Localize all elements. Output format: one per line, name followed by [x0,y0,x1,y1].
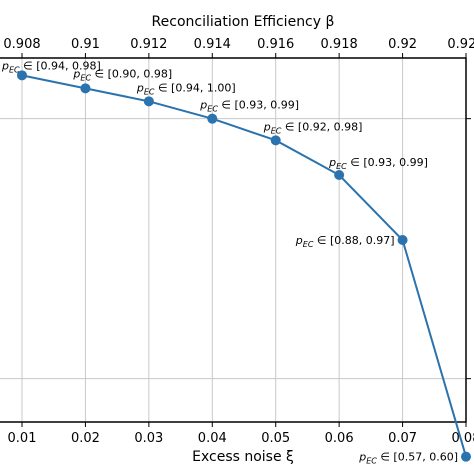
top-tick-label: 0.922 [447,37,474,52]
bottom-tick-label: 0.08 [452,431,474,446]
grid [0,58,467,422]
bottom-tick-label: 0.06 [325,431,354,446]
data-point [207,113,218,124]
top-tick-label: 0.916 [257,37,294,52]
annotation-label: pEC ∈ [0.94, 0.98] [1,59,101,74]
bottom-tick-label: 0.02 [71,431,100,446]
series-line [21,74,467,457]
top-tick-label: 0.92 [388,37,417,52]
top-tick-label: 0.912 [130,37,167,52]
bottom-tick-label: 0.07 [388,431,417,446]
plot-frame [0,57,467,423]
top-tick-label: 0.91 [71,37,100,52]
data-point [461,451,471,462]
bottom-tick-label: 0.04 [198,431,227,446]
annotation-label: pEC ∈ [0.93, 0.99] [199,99,299,114]
bottom-tick-label: 0.05 [261,431,290,446]
annotation-label: pEC ∈ [0.88, 0.97] [295,234,395,249]
data-point [397,235,408,245]
annotation-label: pEC ∈ [0.93, 0.99] [328,156,428,171]
data-point [334,170,345,180]
annotation-label: pEC ∈ [0.57, 0.60] [358,451,458,466]
bottom-axis-title: Excess noise ξ [192,449,294,465]
top-tick-label: 0.918 [321,37,358,52]
bottom-tick-label: 0.01 [8,431,37,446]
data-point [80,83,91,94]
top-axis-title: Reconciliation Efficiency β [152,14,335,30]
annotation-label: pEC ∈ [0.92, 0.98] [263,120,363,135]
annotations: pEC ∈ [0.94, 0.98]pEC ∈ [0.90, 0.98]pEC … [1,59,458,465]
top-tick-label: 0.908 [3,37,40,52]
axes: 0.01 0.908 0.02 0.91 0.03 0.912 0.04 0.914 0.05 0… [0,37,474,446]
top-tick-label: 0.914 [194,37,231,52]
data-point [270,135,281,146]
series [17,70,471,462]
bottom-tick-label: 0.03 [134,431,163,446]
data-point [17,70,27,81]
data-point [143,96,154,107]
annotation-label: pEC ∈ [0.90, 0.98] [72,67,172,82]
annotation-label: pEC ∈ [0.94, 1.00] [136,81,236,96]
